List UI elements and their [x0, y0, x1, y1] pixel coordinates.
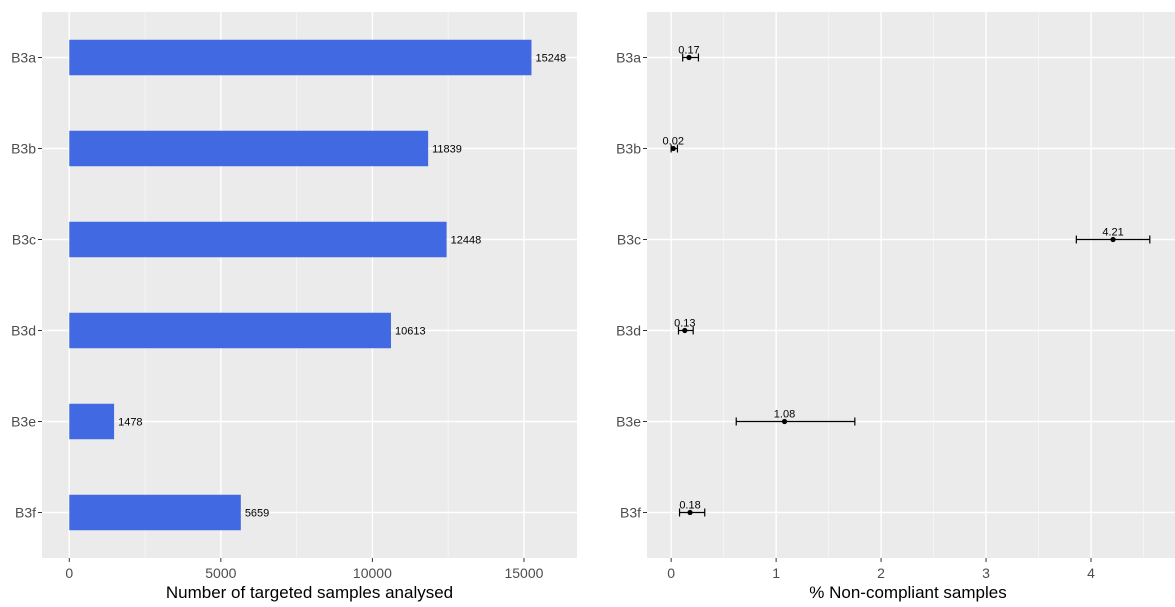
- data-point: [686, 54, 692, 61]
- x-tick-label: 10000: [353, 565, 392, 581]
- bar-chart-panel: 15248 11839 12448 10613 1478 5659 B3a B3b B3c B3d…: [11, 12, 577, 602]
- y-tick-label: B3a: [11, 50, 36, 66]
- x-tick-label: 0: [667, 565, 675, 581]
- x-tick-label: 2: [877, 565, 885, 581]
- bar: [69, 312, 391, 349]
- data-point: [670, 145, 676, 152]
- plot-background: [647, 12, 1175, 558]
- y-tick-label: B3e: [616, 414, 641, 430]
- y-tick-label: B3b: [616, 141, 641, 157]
- data-label: 11839: [432, 144, 462, 156]
- x-tick-label: 4: [1087, 565, 1095, 581]
- bar: [69, 221, 447, 258]
- error-bar-chart-panel: 0.17 0.02 4.21 0.13 1.08 0.18 B3a B3b B3c B3d B3e B…: [616, 12, 1175, 602]
- data-label: 4.21: [1102, 227, 1123, 239]
- x-axis-title: Number of targeted samples analysed: [166, 583, 453, 602]
- x-tick-label: 5000: [205, 565, 236, 581]
- y-tick-label: B3a: [616, 50, 641, 66]
- y-tick-label: B3c: [12, 232, 36, 248]
- data-label: 0.13: [674, 318, 695, 330]
- bar: [69, 130, 429, 167]
- data-label: 0.17: [678, 45, 699, 57]
- data-label: 1478: [118, 417, 142, 429]
- x-tick-label: 0: [65, 565, 73, 581]
- y-tick-label: B3e: [11, 414, 36, 430]
- y-tick-label: B3d: [616, 323, 641, 339]
- data-label: 15248: [535, 53, 566, 65]
- y-tick-label: B3f: [620, 505, 641, 521]
- y-tick-label: B3c: [617, 232, 641, 248]
- y-tick-label: B3f: [15, 505, 36, 521]
- data-label: 1.08: [774, 409, 795, 421]
- data-point: [682, 327, 688, 334]
- data-point: [1110, 236, 1116, 243]
- data-label: 0.02: [663, 136, 684, 148]
- data-label: 0.18: [679, 500, 700, 512]
- bar: [69, 39, 532, 76]
- y-tick-label: B3d: [11, 323, 36, 339]
- y-tick-label: B3b: [11, 141, 36, 157]
- data-point: [687, 509, 693, 516]
- x-tick-label: 15000: [504, 565, 543, 581]
- data-point: [781, 418, 788, 425]
- x-tick-label: 3: [982, 565, 990, 581]
- bar: [69, 403, 115, 440]
- bar: [69, 494, 241, 531]
- data-label: 5659: [245, 508, 269, 520]
- x-tick-label: 1: [772, 565, 780, 581]
- x-axis-title: % Non-compliant samples: [809, 583, 1006, 602]
- plot-background: [42, 12, 577, 558]
- data-label: 10613: [395, 326, 426, 338]
- data-label: 12448: [451, 235, 482, 247]
